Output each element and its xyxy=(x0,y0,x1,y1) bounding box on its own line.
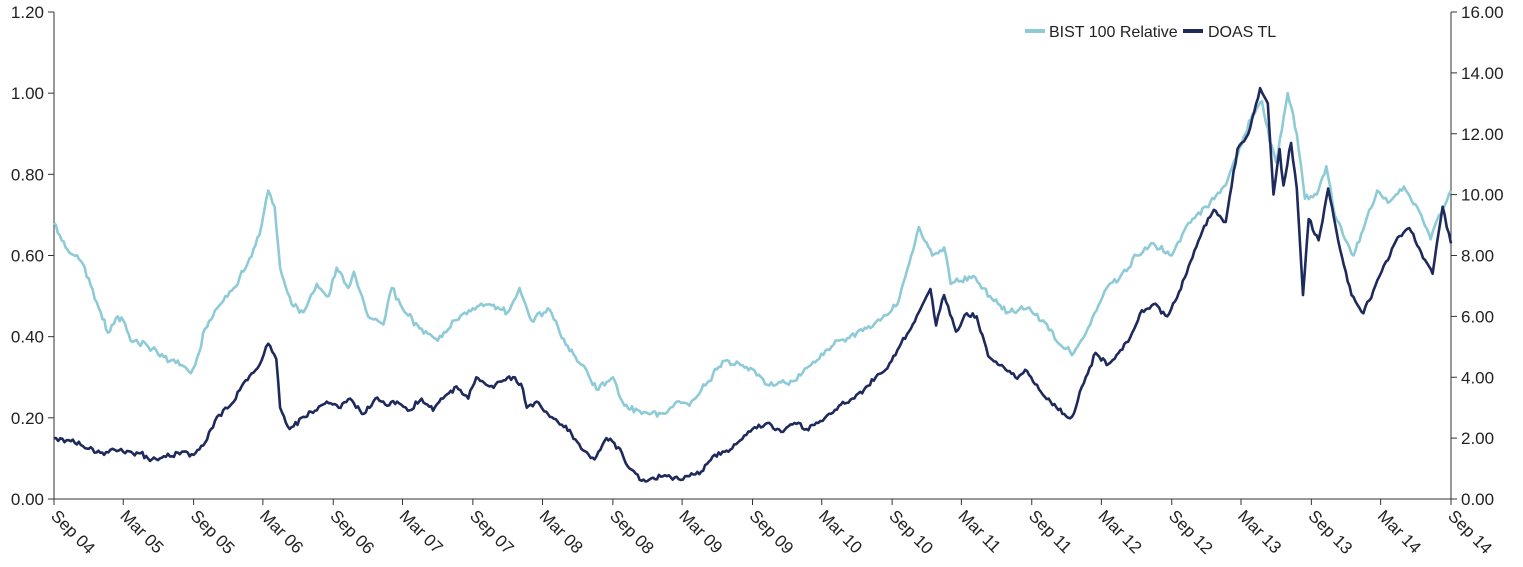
legend-label-doas-tl: DOAS TL xyxy=(1208,24,1276,41)
x-tick-label: Sep 10 xyxy=(885,506,937,558)
left-tick-label: 0.40 xyxy=(11,328,44,347)
x-tick-label: Sep 09 xyxy=(746,506,798,558)
x-tick-label: Mar 06 xyxy=(256,506,307,557)
right-tick-label: 6.00 xyxy=(1461,307,1494,326)
x-tick-label: Sep 05 xyxy=(187,506,239,558)
right-tick-label: 10.00 xyxy=(1461,186,1504,205)
x-tick-label: Sep 13 xyxy=(1305,506,1357,558)
x-tick-label: Sep 14 xyxy=(1444,506,1496,558)
x-tick-label: Sep 12 xyxy=(1165,506,1217,558)
x-tick-label: Mar 09 xyxy=(675,506,726,557)
left-tick-label: 0.20 xyxy=(11,409,44,428)
x-tick-label: Mar 05 xyxy=(116,506,167,557)
left-tick-label: 0.80 xyxy=(11,165,44,184)
x-tick-label: Sep 11 xyxy=(1025,506,1076,557)
right-tick-label: 2.00 xyxy=(1461,429,1494,448)
left-tick-label: 0.00 xyxy=(11,490,44,509)
series-layer xyxy=(53,86,1453,483)
x-tick-label: Sep 08 xyxy=(606,506,658,558)
x-tick-label: Mar 13 xyxy=(1234,506,1285,557)
x-tick-label: Sep 04 xyxy=(47,506,99,558)
right-tick-label: 14.00 xyxy=(1461,64,1504,83)
right-tick-label: 16.00 xyxy=(1461,3,1504,22)
x-tick-label: Mar 14 xyxy=(1374,506,1425,557)
series-line-bist-100-relative xyxy=(53,91,1453,418)
legend-label-bist-100-relative: BIST 100 Relative xyxy=(1049,24,1178,41)
x-tick-label: Sep 07 xyxy=(466,506,518,558)
left-tick-label: 1.00 xyxy=(11,84,44,103)
x-tick-label: Sep 06 xyxy=(326,506,378,558)
x-tick-label: Mar 12 xyxy=(1095,506,1146,557)
x-tick-label: Mar 11 xyxy=(955,506,1005,556)
left-tick-label: 0.60 xyxy=(11,247,44,266)
x-tick-label: Mar 08 xyxy=(536,506,587,557)
right-tick-label: 12.00 xyxy=(1461,125,1504,144)
legend: BIST 100 Relative DOAS TL xyxy=(1025,24,1276,41)
right-tick-label: 8.00 xyxy=(1461,247,1494,266)
left-tick-label: 1.20 xyxy=(11,3,44,22)
x-tick-label: Mar 07 xyxy=(396,506,447,557)
right-tick-label: 0.00 xyxy=(1461,490,1494,509)
x-tick-label: Mar 10 xyxy=(815,506,866,557)
right-tick-label: 4.00 xyxy=(1461,368,1494,387)
axes-layer: 0.00 0.20 0.40 0.60 0.80 1.00 1.20 0.00 2.00 4.00… xyxy=(11,3,1504,558)
series-line-doas-tl xyxy=(53,86,1453,483)
